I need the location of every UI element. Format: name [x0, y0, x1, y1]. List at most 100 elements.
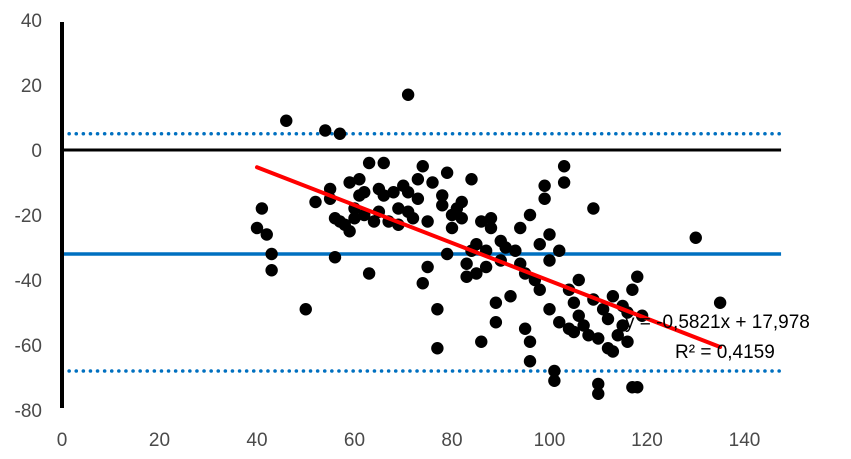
x-tick-label: 120 [631, 430, 663, 451]
data-point [260, 228, 273, 241]
data-point [572, 309, 585, 322]
data-point [567, 296, 581, 309]
data-point [606, 345, 620, 358]
data-point [265, 264, 278, 277]
data-point [362, 267, 376, 280]
data-points [250, 88, 727, 400]
data-point [484, 212, 498, 225]
data-point [343, 225, 356, 238]
data-point [265, 247, 278, 261]
x-tick-label: 40 [246, 430, 267, 451]
data-point [504, 290, 517, 303]
x-tick-label: 80 [441, 430, 462, 451]
data-point [367, 215, 381, 228]
data-point [479, 260, 493, 274]
data-point [596, 303, 610, 316]
data-point [713, 296, 727, 309]
data-point [499, 241, 512, 254]
trendline-group [255, 165, 723, 349]
data-point [543, 303, 556, 316]
x-tick-label: 60 [344, 430, 365, 451]
trendline-equation: y = -0,5821x + 17,978 [625, 312, 810, 333]
data-point [557, 160, 571, 173]
data-point [689, 231, 702, 244]
data-point [606, 290, 620, 303]
data-point [553, 244, 566, 257]
data-point [523, 208, 537, 222]
data-point [440, 247, 454, 261]
data-point [548, 364, 561, 378]
data-point [465, 173, 478, 186]
data-point [436, 199, 449, 212]
data-point [299, 303, 312, 316]
tick-labels: 0 20 40 60 80 100 120 140 40 20 0 -20 -40 -60 -80 [15, 11, 761, 451]
data-point [470, 267, 483, 280]
data-point [348, 212, 361, 225]
data-point [582, 329, 595, 342]
data-point [280, 114, 293, 127]
data-point [523, 355, 537, 368]
data-point [548, 374, 561, 387]
r-squared-label: R² = 0,4159 [675, 342, 775, 363]
data-point [553, 316, 566, 329]
data-point [572, 273, 585, 287]
y-tick-label: 0 [31, 141, 42, 162]
data-point [455, 212, 468, 225]
data-point [626, 283, 639, 296]
data-point [377, 189, 390, 202]
data-point [592, 377, 605, 391]
data-point [416, 160, 429, 173]
reference-lines [60, 132, 783, 373]
data-point [533, 283, 546, 296]
y-tick-label: -60 [15, 336, 42, 357]
x-tick-label: 0 [57, 430, 68, 451]
data-point [328, 251, 342, 264]
data-point [538, 179, 551, 192]
data-point [406, 212, 420, 225]
data-point [416, 277, 429, 290]
annotations: y = -0,5821x + 17,978 R² = 0,4159 [625, 312, 810, 363]
data-point [333, 127, 347, 140]
data-point [421, 215, 434, 228]
data-point [616, 319, 629, 332]
data-point [358, 186, 371, 199]
data-point [392, 202, 405, 215]
data-point [621, 335, 634, 348]
data-point [631, 270, 644, 283]
data-point [484, 221, 498, 235]
data-point [592, 332, 605, 345]
data-point [319, 124, 332, 137]
data-point [567, 325, 581, 339]
data-point [475, 215, 488, 228]
data-point [460, 257, 473, 270]
data-point [611, 329, 624, 342]
data-point [455, 195, 468, 209]
data-point [377, 156, 390, 170]
data-point [440, 166, 454, 179]
data-point [323, 182, 337, 196]
data-point [557, 176, 571, 189]
y-tick-label: -40 [15, 271, 42, 292]
data-point [426, 176, 439, 189]
data-point [543, 254, 556, 267]
data-point [401, 186, 415, 199]
data-point [460, 270, 473, 283]
data-point [343, 176, 356, 189]
data-point [353, 173, 366, 186]
data-point [431, 342, 444, 355]
data-point [436, 189, 449, 202]
data-point [543, 228, 556, 241]
y-tick-label: -80 [15, 401, 42, 422]
data-point [489, 316, 503, 329]
data-point [411, 192, 425, 205]
data-point [401, 88, 415, 101]
data-point [309, 195, 322, 209]
data-point [362, 156, 376, 170]
data-point [470, 238, 483, 251]
data-point [431, 303, 444, 316]
data-point [250, 221, 264, 235]
trendline [255, 165, 723, 349]
data-point [255, 202, 269, 215]
data-point [587, 202, 600, 215]
y-tick-label: -20 [15, 206, 42, 227]
